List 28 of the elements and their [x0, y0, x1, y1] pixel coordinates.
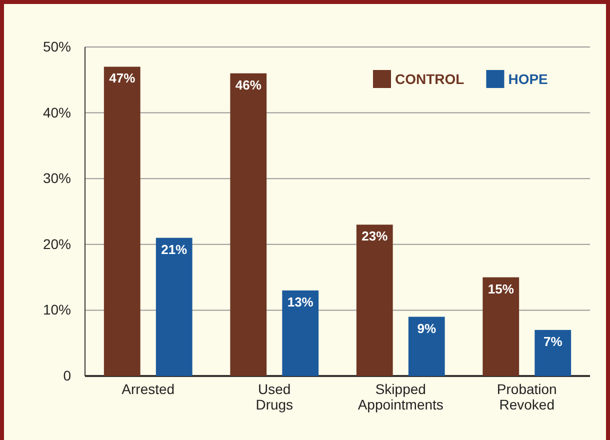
y-tick-label: 0	[63, 367, 72, 384]
data-label: 46%	[235, 77, 262, 92]
y-tick-label: 20%	[42, 236, 71, 252]
bar	[282, 290, 319, 376]
data-label: 9%	[417, 320, 436, 336]
y-tick-label: 50%	[42, 38, 71, 54]
bar	[408, 316, 445, 376]
x-tick-label: Skipped Appointments	[358, 381, 444, 412]
bar	[482, 277, 520, 376]
data-label: 21%	[161, 242, 188, 257]
data-label: 47%	[109, 70, 136, 86]
data-label: 15%	[488, 281, 514, 296]
data-label: 13%	[287, 294, 314, 310]
bar	[104, 66, 140, 376]
y-tick-label: 10%	[42, 302, 71, 318]
bar	[534, 330, 572, 376]
legend-label: CONTROL	[395, 71, 465, 87]
bar	[356, 224, 393, 376]
data-label: 7%	[543, 334, 563, 349]
x-tick-label: Arrested	[122, 381, 175, 397]
y-tick-label: 40%	[42, 104, 71, 120]
bar	[156, 238, 192, 376]
bar	[230, 73, 267, 376]
y-tick-label: 30%	[42, 170, 71, 186]
x-tick-label: Probation Revoked	[496, 381, 557, 412]
legend-label: HOPE	[508, 71, 548, 87]
data-label: 23%	[362, 228, 388, 244]
x-tick-label: Used Drugs	[256, 381, 294, 412]
